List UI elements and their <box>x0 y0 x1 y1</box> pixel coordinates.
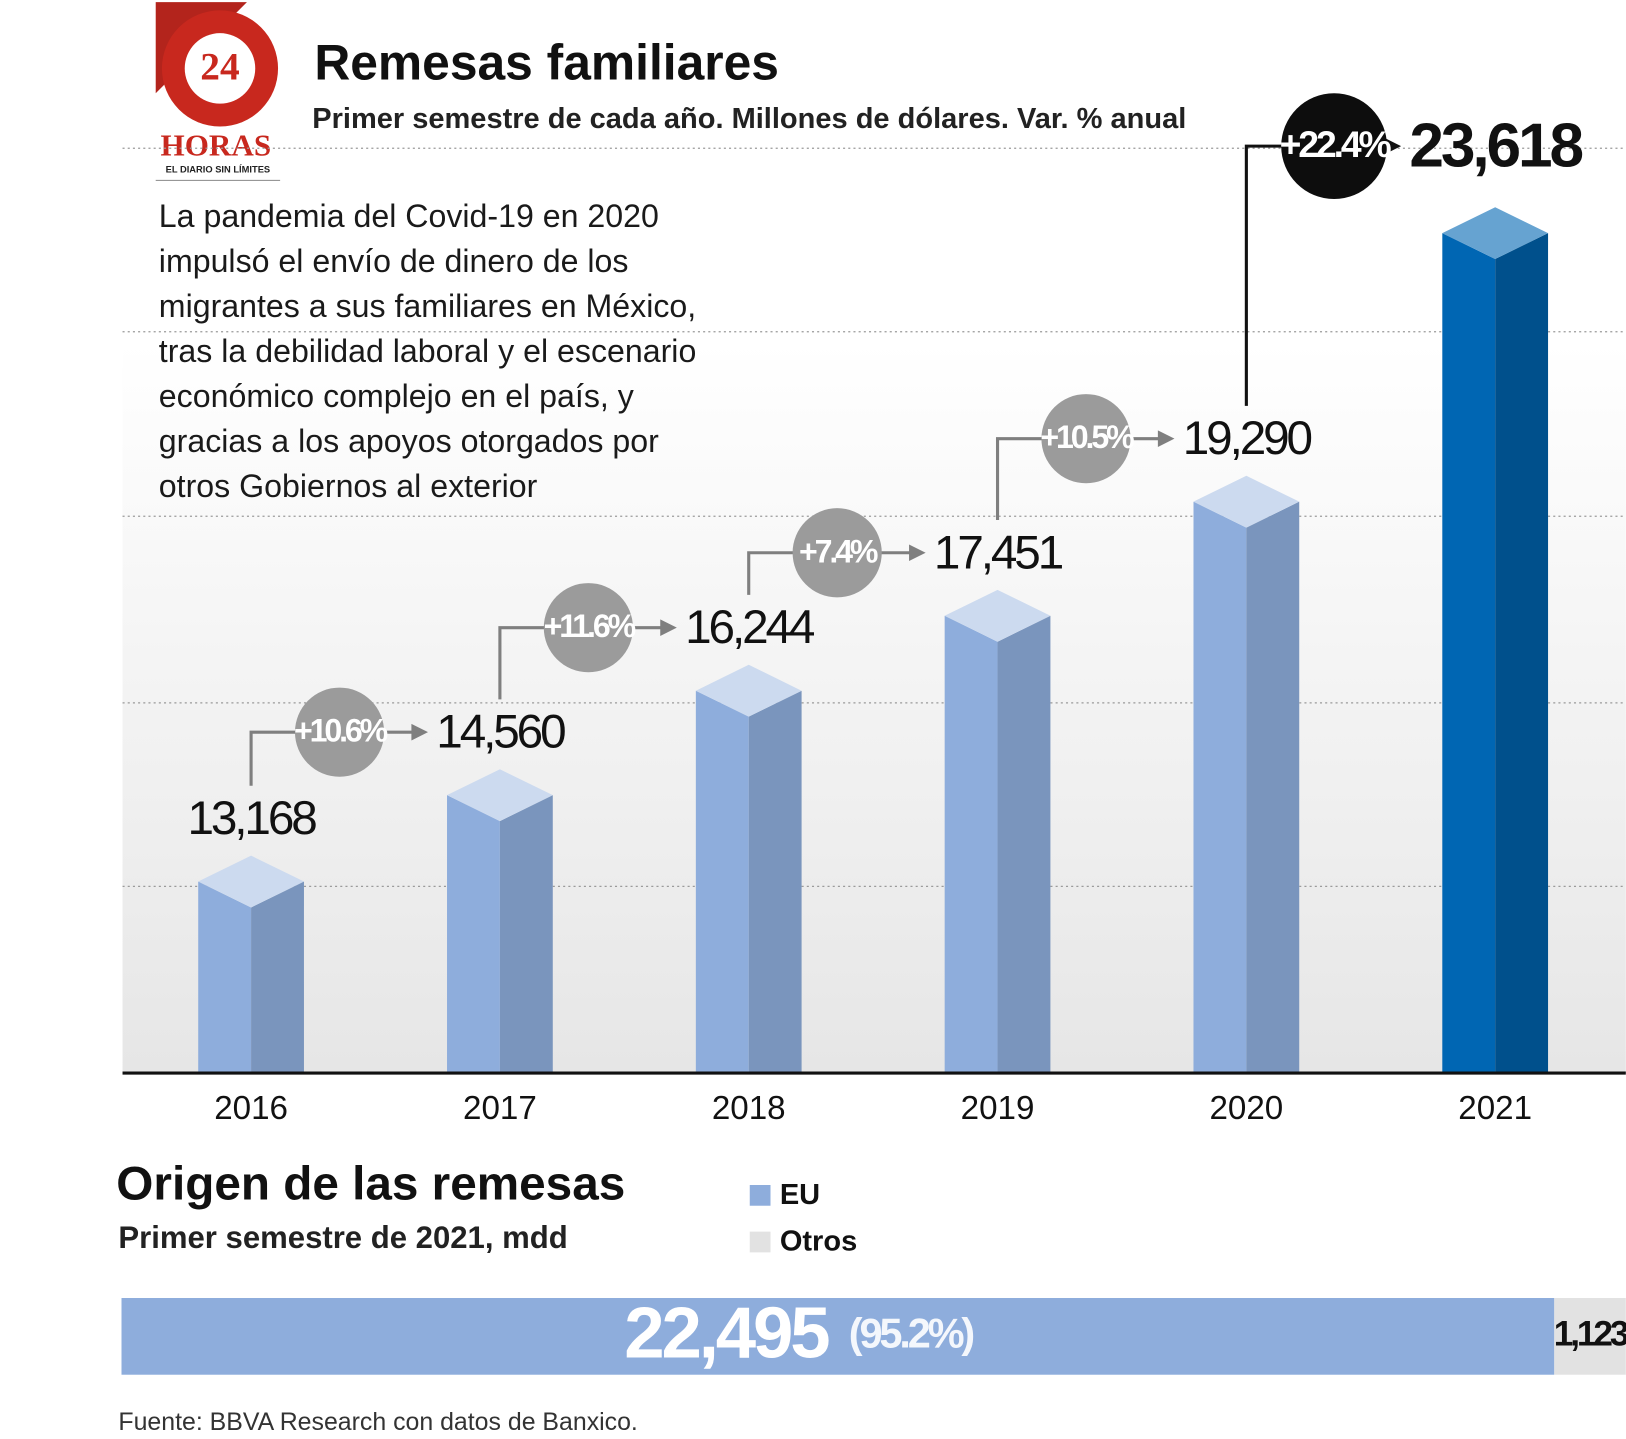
bar-right-face <box>997 615 1051 1074</box>
value-label: 13,168 <box>187 792 316 845</box>
note-line: económico complejo en el país, y <box>159 378 634 414</box>
bar-left-face <box>1442 233 1496 1074</box>
bar <box>944 589 1051 1074</box>
change-label: +11.6% <box>544 608 636 644</box>
x-tick-label: 2021 <box>1458 1090 1532 1127</box>
change-label: +22.4% <box>1280 123 1392 165</box>
bar-left-face <box>944 615 998 1074</box>
bar-right-face <box>251 881 304 1074</box>
change-arrowhead <box>1384 137 1402 155</box>
logo-tagline: EL DIARIO SIN LÍMITES <box>166 164 271 174</box>
logo: 24 HORAS EL DIARIO SIN LÍMITES <box>155 2 281 181</box>
bar <box>1193 475 1300 1074</box>
change-bubble <box>1281 93 1387 199</box>
value-label: 14,560 <box>436 706 565 759</box>
chart-title: Remesas familiares <box>314 34 779 90</box>
bar-top-face <box>695 664 802 717</box>
change-arrowhead <box>411 723 429 741</box>
legend-label: Otros <box>780 1226 857 1258</box>
note-line: impulsó el envío de dinero de los <box>159 243 629 279</box>
bar-left-face <box>198 881 252 1074</box>
chart-subtitle: Primer semestre de cada año. Millones de… <box>312 103 1186 135</box>
note-line: migrantes a sus familiares en México, <box>159 288 696 324</box>
legend-swatch <box>749 1231 771 1253</box>
note-line: tras la debilidad laboral y el escenario <box>159 333 697 369</box>
logo-number: 24 <box>200 45 239 89</box>
change-arrowhead <box>660 619 677 636</box>
bar-top-face <box>944 589 1051 642</box>
bar-left-face <box>447 795 500 1074</box>
bar-right-face <box>499 795 553 1074</box>
bar-left-face <box>1193 501 1247 1074</box>
value-label: 22,495 <box>624 1293 829 1374</box>
change-arrowhead <box>1157 430 1175 447</box>
value-label: 19,290 <box>1183 412 1312 465</box>
section-subtitle: Primer semestre de 2021, mdd <box>118 1220 567 1255</box>
x-tick-label: 2016 <box>214 1090 288 1127</box>
bar <box>695 664 802 1074</box>
value-label: 1,123 <box>1554 1315 1626 1354</box>
change-label: +7.4% <box>799 533 878 569</box>
legend-swatch <box>749 1184 771 1206</box>
note-line: otros Gobiernos al exterior <box>159 468 538 504</box>
bar-top-face <box>447 769 553 822</box>
logo-center <box>184 33 256 104</box>
source: Fuente: BBVA Research con datos de Banxi… <box>118 1408 637 1436</box>
bar <box>198 855 304 1074</box>
change-label: +10.5% <box>1040 419 1134 455</box>
x-tick-label: 2019 <box>961 1090 1035 1127</box>
change-bubble <box>294 687 385 777</box>
value-label: 16,244 <box>685 601 815 654</box>
x-tick-label: 2018 <box>712 1090 786 1127</box>
value-label: 17,451 <box>934 526 1063 579</box>
bar <box>447 769 553 1074</box>
bar <box>1442 207 1549 1074</box>
value-label: 23,618 <box>1409 112 1582 181</box>
note-line: La pandemia del Covid-19 en 2020 <box>159 198 659 234</box>
change-label: +10.6% <box>294 713 388 749</box>
change-bubble <box>792 508 882 598</box>
bar-left-face <box>695 690 749 1074</box>
bar-right-face <box>1495 233 1549 1074</box>
change-bubble <box>1041 394 1131 484</box>
x-tick-label: 2017 <box>463 1090 537 1127</box>
bar-top-face <box>1193 475 1300 528</box>
legend-label: EU <box>780 1179 820 1211</box>
bar-right-face <box>748 690 802 1074</box>
bar-right-face <box>1246 501 1300 1074</box>
note-line: gracias a los apoyos otorgados por <box>159 423 659 459</box>
logo-name: HORAS <box>161 127 272 162</box>
section-title: Origen de las remesas <box>116 1158 625 1211</box>
bar-segment <box>121 1298 1555 1375</box>
change-bubble <box>543 583 633 673</box>
share-label: (95.2%) <box>849 1309 974 1356</box>
change-arrowhead <box>909 544 926 562</box>
x-tick-label: 2020 <box>1209 1090 1283 1127</box>
bar-segment <box>1554 1298 1626 1375</box>
